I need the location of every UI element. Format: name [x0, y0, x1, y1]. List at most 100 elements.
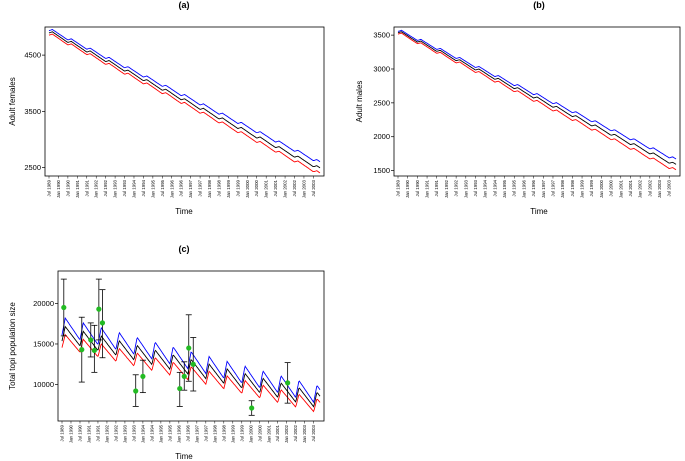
panel-c-observed-point — [177, 385, 183, 392]
panel-b-series — [397, 29, 677, 171]
panel-c-observed-point — [88, 337, 94, 343]
panel-b-series-upper — [397, 29, 677, 160]
panel-a-series-lower — [48, 33, 321, 174]
panel-a-xtick-label: Jul 2000 — [254, 179, 259, 196]
panel-c-xtick-label: Jan 1993 — [122, 424, 127, 443]
panel-b-xtick-label: Jan 1993 — [463, 179, 468, 198]
panel-a-xtick-label: Jul 1990 — [65, 179, 70, 196]
panel-c-ytick-label: 20000 — [33, 299, 54, 308]
panel-c-observed-point — [249, 405, 255, 411]
panel-b-ytick-label: 3000 — [373, 64, 390, 73]
panel-a-series-upper — [48, 29, 321, 163]
panel-b-xtick-label: Jul 1994 — [492, 179, 497, 196]
panel-b-ytick-label: 2000 — [373, 132, 390, 141]
panel-c-series — [61, 317, 321, 413]
panel-a-xtick-label: Jan 1999 — [226, 179, 231, 198]
panel-b-xtick-label: Jan 2001 — [618, 179, 623, 198]
panel-c-xtick-label: Jul 1989 — [60, 424, 65, 441]
panel-a-xtick-label: Jul 1998 — [216, 179, 221, 196]
panel-c-xtick-label: Jan 1990 — [68, 424, 73, 443]
panel-c-xtick-label: Jul 2001 — [275, 424, 280, 441]
panel-c-xtick-label: Jul 1995 — [167, 424, 172, 441]
panel-a-xtick-label: Jan 1990 — [56, 179, 61, 198]
panel-a-xtick-label: Jan 1996 — [169, 179, 174, 198]
panel-c-observed-point — [96, 306, 102, 312]
panel-a-x-axis: Jul 1989 Jan 1990 Jul 1990 Jan 1991 Jul 1991… — [47, 176, 316, 198]
panel-a-xtick-label: Jul 1989 — [47, 179, 52, 196]
panel-c-observed-point — [140, 373, 146, 380]
panel-b-xtick-label: Jan 1997 — [541, 179, 546, 198]
panel-b-xtick-label: Jan 1992 — [444, 179, 449, 198]
panel-c-xtick-label: Jan 1998 — [212, 424, 217, 443]
panel-c-xtick-label: Jul 2000 — [257, 424, 262, 441]
panel-a-xtick-label: Jul 1997 — [198, 179, 203, 196]
panel-b-xlabel: Time — [530, 207, 548, 216]
panel-a-series — [48, 29, 321, 174]
panel-a-frame — [44, 26, 325, 177]
panel-b-xtick-label: Jan 1994 — [483, 179, 488, 198]
panel-b-xtick-label: Jul 1998 — [570, 179, 575, 196]
panel-b-xtick-label: Jul 1989 — [396, 179, 401, 196]
panel-a-xtick-label: Jul 1996 — [179, 179, 184, 196]
panel-b-xtick-label: Jul 1996 — [531, 179, 536, 196]
panel-b-title: (b) — [533, 0, 545, 10]
panel-c-ytick-label: 10000 — [33, 380, 54, 389]
panel-a-xtick-label: Jan 2002 — [283, 179, 288, 198]
panel-c-observed-point — [61, 304, 67, 311]
panel-c-xtick-label: Jan 2000 — [248, 424, 253, 443]
panel-b-xtick-label: Jul 2001 — [628, 179, 633, 196]
panel-b-frame — [393, 26, 681, 177]
panel-b-xtick-label: Jan 2000 — [599, 179, 604, 198]
panel-b-xtick-label: Jan 1998 — [560, 179, 565, 198]
panel-c-total-population: (c) Total topi population size Time 1000… — [8, 244, 325, 461]
panel-a-xtick-label: Jan 1993 — [113, 179, 118, 198]
panel-b-xtick-label: Jan 1990 — [405, 179, 410, 198]
panel-c-xtick-label: Jul 1990 — [77, 424, 82, 441]
panel-b-xtick-label: Jan 1996 — [521, 179, 526, 198]
panel-a-xtick-label: Jul 1991 — [84, 179, 89, 196]
panel-a-ytick-label: 4500 — [24, 51, 41, 60]
panel-c-xtick-label: Jan 1994 — [140, 424, 145, 443]
panel-c-xtick-label: Jan 2002 — [284, 424, 289, 443]
panel-c-xtick-label: Jul 1994 — [149, 424, 154, 441]
panel-a-title: (a) — [179, 0, 190, 10]
panel-c-y-axis: 10000 15000 20000 — [33, 299, 58, 389]
panel-c-observed-point — [181, 373, 187, 380]
panel-c-xtick-label: Jul 2002 — [293, 424, 298, 441]
panel-c-ylabel: Total topi population size — [8, 302, 17, 390]
panel-b-ylabel: Adult males — [355, 81, 364, 123]
panel-c-observed-point — [99, 320, 106, 326]
panel-c-xtick-label: Jan 1991 — [86, 424, 91, 443]
panel-c-observed-point — [79, 347, 85, 353]
panel-c-xtick-label: Jul 1992 — [113, 424, 118, 441]
panel-c-xtick-label: Jul 1991 — [95, 424, 100, 441]
panel-c-xtick-label: Jul 1998 — [221, 424, 226, 441]
panel-c-observed-point — [285, 380, 291, 386]
panel-a-xtick-label: Jul 1993 — [122, 179, 127, 196]
panel-a-xtick-label: Jan 1998 — [207, 179, 212, 198]
panel-b-x-axis: Jul 1989 Jan 1990 Jul 1990 Jan 1991 Jul 1991… — [396, 176, 672, 198]
panel-b-adult-males: (b) Adult males Time 1500 2000 2500 3000 350… — [355, 0, 681, 216]
panel-c-xtick-label: Jul 1999 — [239, 424, 244, 441]
panel-c-series-lower — [61, 333, 321, 413]
panel-a-xtick-label: Jul 1999 — [235, 179, 240, 196]
panel-b-xtick-label: Jul 1999 — [589, 179, 594, 196]
panel-a-adult-females: (a) Adult females Time 2500 3500 4500 Jul … — [8, 0, 325, 216]
panel-a-xlabel: Time — [175, 207, 193, 216]
panel-c-xtick-label: Jul 1993 — [131, 424, 136, 441]
panel-a-xtick-label: Jan 1997 — [188, 179, 193, 198]
panel-a-xtick-label: Jan 2001 — [264, 179, 269, 198]
panel-a-ytick-label: 2500 — [24, 163, 41, 172]
panel-b-series-median — [397, 31, 677, 165]
panel-c-xtick-label: Jul 2003 — [311, 424, 316, 441]
panel-c-xtick-label: Jul 1996 — [185, 424, 190, 441]
panel-c-xlabel: Time — [175, 452, 193, 461]
panel-a-xtick-label: Jul 2002 — [292, 179, 297, 196]
panel-c-series-median — [61, 325, 321, 408]
panel-a-ytick-label: 3500 — [24, 107, 41, 116]
panel-b-xtick-label: Jul 2002 — [647, 179, 652, 196]
panel-c-xtick-label: Jan 1997 — [194, 424, 199, 443]
panel-c-observed-point — [91, 347, 97, 354]
panel-c-observations — [60, 278, 291, 416]
panel-b-ytick-label: 1500 — [373, 166, 390, 175]
